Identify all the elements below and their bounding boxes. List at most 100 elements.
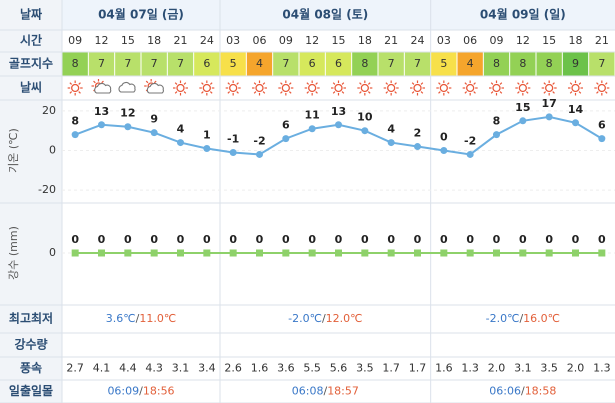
data-point xyxy=(545,249,553,257)
data-point xyxy=(466,249,474,257)
weather-icon xyxy=(67,80,83,96)
wind-value: 5.6 xyxy=(330,362,348,375)
sun-core xyxy=(71,83,80,93)
sun-ray xyxy=(569,91,573,94)
golf-cell xyxy=(167,52,194,76)
sun-ray xyxy=(78,82,81,85)
sun-core xyxy=(545,83,554,93)
data-point xyxy=(150,249,158,257)
sun-ray xyxy=(596,82,599,85)
data-label: 0 xyxy=(256,233,264,246)
data-point xyxy=(572,119,579,127)
sun-ray xyxy=(288,82,292,85)
data-label: 9 xyxy=(150,113,158,126)
wind-value: 2.0 xyxy=(567,362,585,375)
data-label: 4 xyxy=(387,123,395,136)
sun-ray xyxy=(253,91,257,94)
sun-text: 06:06/18:58 xyxy=(489,385,556,398)
row-label: 시간 xyxy=(20,33,42,48)
time-label: 12 xyxy=(305,34,319,47)
row-label: 최고최저 xyxy=(9,311,53,326)
sun-second: 18:58 xyxy=(525,385,557,398)
golf-cell xyxy=(536,52,562,76)
golf-cell xyxy=(510,52,536,76)
minmax-text: -2.0℃/12.0℃ xyxy=(288,312,362,325)
data-point xyxy=(598,135,606,143)
sun-ray xyxy=(578,91,582,94)
weather-icon xyxy=(410,80,425,96)
data-label: 6 xyxy=(598,119,606,132)
data-label: 2 xyxy=(414,127,422,140)
golf-cell xyxy=(246,52,273,76)
golf-value: 6 xyxy=(309,57,316,70)
data-label: 8 xyxy=(71,115,79,128)
row-label: 강수량 xyxy=(14,338,47,352)
time-label: 12 xyxy=(516,34,530,47)
golf-cell xyxy=(404,52,431,76)
weather-icon xyxy=(225,80,241,96)
weather-icon xyxy=(568,80,583,96)
wind-value: 1.7 xyxy=(382,362,400,375)
sun-ray xyxy=(236,82,239,85)
data-label: 6 xyxy=(282,119,290,132)
weather-icon xyxy=(594,80,610,96)
weather-icon xyxy=(173,80,188,96)
sun-second: 18:57 xyxy=(327,385,359,398)
sun-ray xyxy=(209,82,213,85)
data-point xyxy=(361,249,369,257)
data-label: 0 xyxy=(229,233,237,246)
golf-cell xyxy=(431,52,457,76)
weather-icon xyxy=(357,80,373,96)
sun-first: 06:06 xyxy=(489,385,521,398)
data-point xyxy=(335,249,342,257)
sun-ray xyxy=(69,91,73,94)
row-label: 일출일몰 xyxy=(9,383,53,398)
sun-ray xyxy=(359,82,362,85)
sun-ray xyxy=(578,82,582,85)
data-point xyxy=(466,150,474,158)
golf-cell xyxy=(378,52,404,76)
data-point xyxy=(440,147,448,154)
day-label: 04월 08일 (토) xyxy=(282,7,368,22)
y-tick-label: -20 xyxy=(38,183,56,196)
data-point xyxy=(229,249,237,257)
wind-value: 3.4 xyxy=(198,362,216,375)
sun-ray xyxy=(438,91,441,94)
minmax-text: 3.6℃/11.0℃ xyxy=(106,312,176,325)
data-point xyxy=(598,249,606,257)
data-point xyxy=(256,150,263,158)
wind-value: 3.5 xyxy=(356,362,374,375)
weather-icon xyxy=(252,80,267,96)
data-label: 0 xyxy=(519,233,527,246)
data-label: 0 xyxy=(545,233,553,246)
sun-ray xyxy=(201,91,204,94)
sun-core xyxy=(413,83,422,93)
time-label: 15 xyxy=(332,34,346,47)
weather-icon xyxy=(304,80,320,96)
sun-ray xyxy=(288,91,292,94)
data-label: -2 xyxy=(253,134,265,147)
wind-value: 2.6 xyxy=(224,362,242,375)
data-point xyxy=(229,148,237,156)
sun-core xyxy=(229,83,238,93)
data-label: 0 xyxy=(203,233,211,246)
time-label: 15 xyxy=(121,34,135,47)
data-point xyxy=(572,249,579,257)
golf-value: 8 xyxy=(493,57,500,70)
golf-value: 8 xyxy=(546,57,553,70)
sun-core xyxy=(571,83,580,93)
row-label: 날씨 xyxy=(20,81,42,95)
time-label: 06 xyxy=(463,34,477,47)
sun-core xyxy=(202,83,211,93)
sun-ray xyxy=(473,82,476,85)
time-label: 03 xyxy=(437,34,451,47)
sun-ray xyxy=(420,91,424,94)
data-label: 0 xyxy=(361,233,369,246)
day-label: 04월 07일 (금) xyxy=(98,7,184,22)
data-point xyxy=(256,249,263,257)
golf-value: 5 xyxy=(440,57,447,70)
wind-value: 1.3 xyxy=(593,362,611,375)
data-label: 0 xyxy=(177,233,185,246)
minmax-second: 12.0℃ xyxy=(326,312,363,325)
data-point xyxy=(519,249,527,257)
